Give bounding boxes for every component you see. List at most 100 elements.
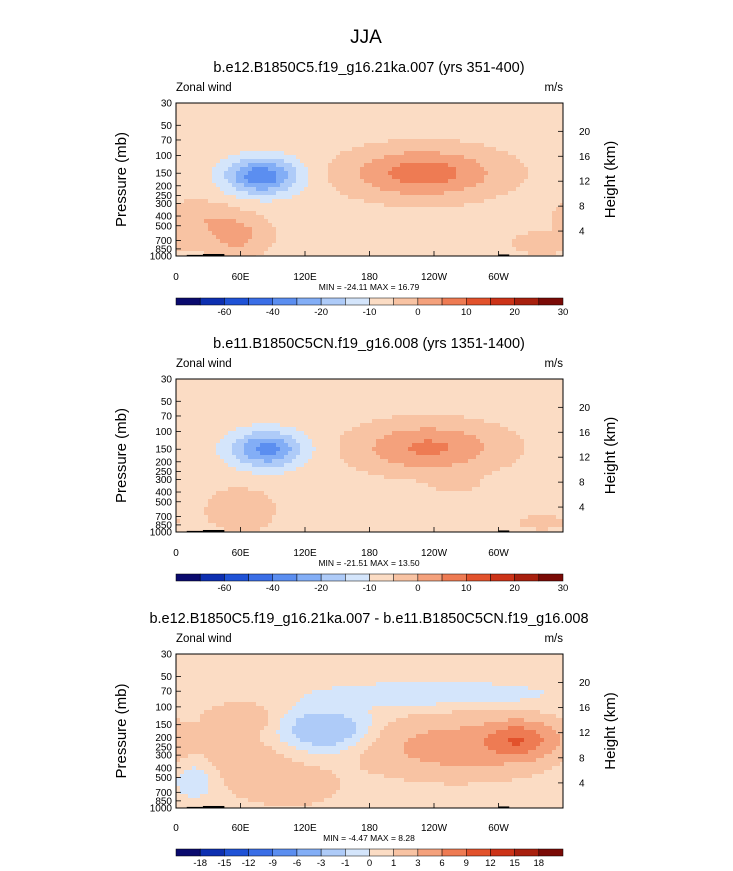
colorbar-label: -10 (363, 583, 377, 594)
height-tick-label: 8 (579, 753, 585, 764)
colorbar-box (538, 848, 564, 857)
colorbar-box (272, 297, 298, 306)
y-tick-label: 700 (155, 788, 172, 799)
colorbar-box (441, 297, 467, 306)
colorbar-box (466, 848, 491, 857)
x-tick-label: 120W (421, 548, 448, 559)
colorbar-box (296, 297, 322, 306)
colorbar-box (175, 573, 201, 582)
colorbar-box (320, 573, 346, 582)
figure-title: JJA (350, 27, 382, 48)
height-tick-label: 20 (579, 678, 591, 689)
colorbar-box (296, 848, 322, 857)
colorbar-label: 3 (415, 858, 420, 869)
colorbar-label: 12 (485, 858, 496, 869)
colorbar: -18 -15 -12 -9 -6 -3 -1 0 1 3 6 9 12 15 18 (175, 848, 564, 869)
y-tick-label: 500 (155, 773, 172, 784)
y-tick-label: 500 (155, 497, 172, 508)
x-tick-label: 0 (173, 548, 179, 559)
colorbar-box (248, 297, 273, 306)
colorbar-box (369, 297, 394, 306)
colorbar-box (490, 573, 515, 582)
panel-1: b.e12.B1850C5.f19_g16.21ka.007 (yrs 351-… (113, 60, 619, 318)
colorbar-label: 0 (415, 583, 420, 594)
colorbar-box (490, 848, 515, 857)
y-tick-label: 100 (155, 151, 172, 162)
min-max-text: MIN = -21.51 MAX = 13.50 (318, 558, 419, 568)
colorbar-label: 18 (534, 858, 545, 869)
y-axis-title: Pressure (mb) (113, 683, 130, 778)
colorbar-label: -9 (269, 858, 277, 869)
variable-label: Zonal wind (176, 358, 232, 370)
colorbar-label: 6 (439, 858, 444, 869)
height-tick-label: 8 (579, 202, 585, 213)
colorbar-label: -3 (317, 858, 325, 869)
colorbar-box (393, 297, 419, 306)
y-axis-title: Pressure (mb) (113, 132, 130, 227)
y-tick-label: 100 (155, 702, 172, 713)
colorbar-box (538, 297, 564, 306)
y-tick-label: 700 (155, 512, 172, 523)
colorbar-box (345, 573, 370, 582)
colorbar-label: 10 (461, 583, 472, 594)
colorbar-box (272, 848, 298, 857)
colorbar-label: 30 (558, 583, 569, 594)
panel-3: b.e12.B1850C5.f19_g16.21ka.007 - b.e11.B… (113, 611, 619, 869)
colorbar-label: 15 (509, 858, 520, 869)
x-tick-label: 120E (293, 823, 317, 834)
panel-title: b.e12.B1850C5.f19_g16.21ka.007 (yrs 351-… (213, 60, 524, 76)
colorbar-label: -12 (242, 858, 256, 869)
colorbar-box (175, 848, 201, 857)
colorbar-label: -15 (218, 858, 232, 869)
x-tick-label: 120W (421, 823, 448, 834)
colorbar-label: -6 (293, 858, 301, 869)
y-tick-label: 850 (155, 520, 172, 531)
colorbar-box (224, 573, 249, 582)
y-tick-label: 50 (161, 397, 173, 408)
units-label: m/s (544, 82, 563, 94)
variable-label: Zonal wind (176, 82, 232, 94)
contour-field (176, 103, 564, 257)
x-tick-label: 180 (361, 548, 378, 559)
height-tick-label: 16 (579, 703, 591, 714)
colorbar-label: 20 (509, 307, 520, 318)
colorbar-box (199, 848, 225, 857)
y-tick-label: 150 (155, 169, 172, 180)
y-axis-title: Pressure (mb) (113, 408, 130, 503)
y-tick-label: 30 (161, 99, 173, 110)
units-label: m/s (544, 633, 563, 645)
y-axis-title-right: Height (km) (602, 417, 619, 495)
y-tick-label: 500 (155, 221, 172, 232)
colorbar-label: 0 (415, 307, 420, 318)
height-tick-label: 16 (579, 152, 591, 163)
y-tick-label: 400 (155, 212, 172, 223)
colorbar-box (369, 573, 394, 582)
y-tick-label: 850 (155, 796, 172, 807)
height-tick-label: 20 (579, 127, 591, 138)
x-tick-label: 180 (361, 272, 378, 283)
panel-2: b.e11.B1850C5CN.f19_g16.008 (yrs 1351-14… (113, 336, 619, 594)
y-tick-label: 150 (155, 445, 172, 456)
y-tick-label: 300 (155, 199, 172, 210)
height-tick-label: 12 (579, 728, 591, 739)
colorbar-box (490, 297, 515, 306)
height-tick-label: 12 (579, 453, 591, 464)
colorbar-box (417, 848, 443, 857)
colorbar-label: -20 (314, 583, 328, 594)
height-tick-label: 4 (579, 227, 585, 238)
y-tick-label: 30 (161, 650, 173, 661)
min-max-text: MIN = -4.47 MAX = 8.28 (323, 833, 415, 843)
colorbar-box (224, 297, 249, 306)
x-tick-label: 0 (173, 272, 179, 283)
colorbar-box (224, 848, 249, 857)
colorbar-box (296, 573, 322, 582)
x-tick-label: 60E (232, 823, 250, 834)
y-tick-label: 70 (161, 687, 173, 698)
variable-label: Zonal wind (176, 633, 232, 645)
colorbar-label: -1 (341, 858, 349, 869)
colorbar-box (514, 573, 540, 582)
height-tick-label: 4 (579, 503, 585, 514)
colorbar-label: 30 (558, 307, 569, 318)
y-tick-label: 250 (155, 191, 172, 202)
x-tick-label: 120E (293, 272, 317, 283)
